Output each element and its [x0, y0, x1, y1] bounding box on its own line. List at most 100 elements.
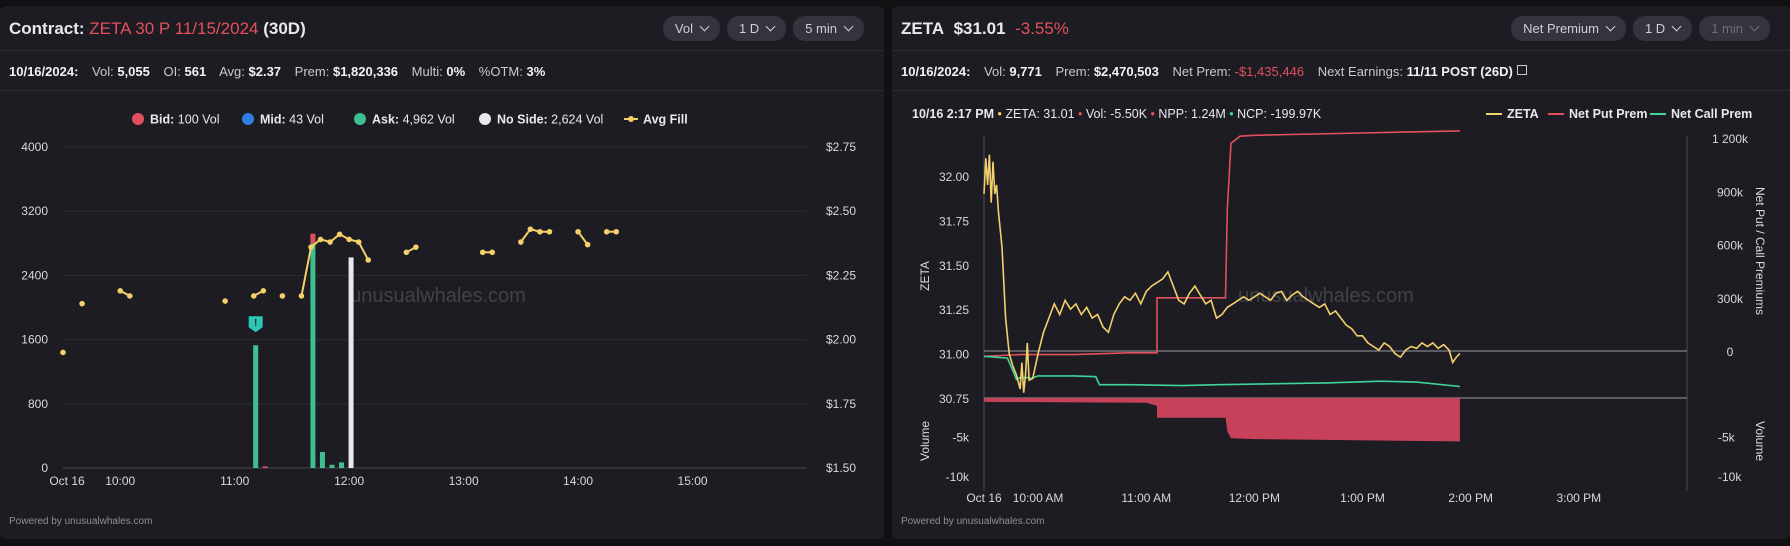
x-tick-label: Oct 16: [966, 491, 1002, 505]
avg-fill-point: [298, 293, 305, 299]
svg-text:Mid: 43 Vol: Mid: 43 Vol: [260, 113, 324, 127]
volume-tick-label: -5k: [952, 431, 970, 445]
zeta-price-line: [983, 154, 1461, 393]
contract-name[interactable]: ZETA 30 P 11/15/2024: [89, 19, 259, 38]
ticker-stats: 10/16/2024: Vol: 9,771 Prem: $2,470,503 …: [901, 64, 1547, 79]
legend-label-2: Net Call Prem: [1671, 107, 1752, 121]
volume-tick-label-right: -10k: [1718, 470, 1742, 484]
range-dropdown[interactable]: 1 D: [1632, 16, 1693, 41]
avg-fill-line: [520, 228, 550, 243]
avg-fill-point: [537, 228, 543, 235]
x-tick-label: 15:00: [678, 474, 708, 488]
net-put-prem-line: [983, 130, 1460, 358]
legend-item-0: Bid: 100 Vol: [132, 113, 220, 127]
ticker-title: ZETA $31.01 -3.55%: [901, 19, 1069, 39]
ticker-price: $31.01: [953, 19, 1006, 38]
avg-fill-point: [489, 249, 496, 256]
avg-fill-point: [365, 257, 372, 263]
x-tick-label: 12:00 PM: [1229, 491, 1280, 505]
metric-dropdown[interactable]: Vol: [662, 16, 720, 41]
y2-tick-label: $2.75: [826, 140, 856, 154]
y2-tick-label: $1.50: [826, 461, 856, 475]
x-tick-label: 11:00: [220, 474, 249, 488]
alert-marker-label: !: [254, 318, 257, 329]
avg-fill-point: [546, 228, 553, 235]
ticker-change: -3.55%: [1015, 19, 1069, 38]
x-tick-label: 14:00: [563, 474, 593, 488]
volume-axis-title: Volume: [918, 421, 932, 461]
chart-controls: Vol 1 D 5 min: [662, 16, 864, 41]
avg-fill-point: [413, 244, 419, 250]
ticker-header: ZETA $31.01 -3.55% Net Premium 1 D 1 min: [892, 6, 1790, 51]
chevron-down-icon: [843, 21, 854, 32]
avg-fill-point: [79, 300, 85, 307]
legend-item-2: Ask: 4,962 Vol: [354, 113, 455, 127]
volume-chart: Bid: 100 Vol Mid: 43 Vol Ask: 4,962 Vol No …: [21, 113, 856, 489]
y-tick-label: 4000: [21, 140, 48, 154]
volume-axis-title-right: Volume: [1753, 421, 1767, 461]
svg-text:Ask: 4,962 Vol: Ask: 4,962 Vol: [372, 113, 455, 127]
legend-label-0: ZETA: [1507, 107, 1539, 121]
avg-fill-point: [613, 228, 620, 235]
x-tick-label: Oct 16: [49, 474, 85, 488]
net-premium-panel: ZETA $31.01 -3.55% Net Premium 1 D 1 min…: [892, 6, 1790, 539]
range-dropdown[interactable]: 1 D: [726, 16, 787, 41]
avg-fill-point: [317, 236, 324, 243]
y-tick-label: 800: [28, 397, 48, 411]
ask-bar: [339, 462, 345, 468]
price-axis-title: ZETA: [918, 261, 932, 291]
avg-fill-point: [479, 249, 486, 256]
watermark: unusualwhales.com: [350, 285, 526, 307]
footer-credit: Powered by unusualwhales.com: [901, 516, 1045, 527]
x-tick-label: 1:00 PM: [1340, 491, 1385, 505]
x-tick-label: 13:00: [449, 474, 479, 488]
premium-tick-label: 900k: [1717, 185, 1744, 199]
ask-bar: [253, 345, 259, 468]
net-call-prem-line: [983, 355, 1460, 388]
avg-fill-point: [346, 236, 352, 243]
x-tick-label: 10:00: [105, 474, 135, 488]
x-tick-label: 12:00: [334, 474, 364, 488]
x-tick-label: 10:00 AM: [1013, 491, 1064, 505]
avg-fill-point: [355, 239, 362, 245]
chevron-down-icon: [765, 21, 776, 32]
alert-marker-icon: [248, 316, 263, 333]
price-tick-label: 31.00: [939, 348, 969, 362]
chevron-down-icon: [1749, 21, 1760, 32]
contract-title: Contract: ZETA 30 P 11/15/2024 (30D): [9, 19, 306, 39]
avg-fill-point: [527, 226, 534, 232]
y2-tick-label: $2.50: [826, 204, 856, 218]
premium-axis-title: Net Put / Call Premiums: [1753, 187, 1767, 315]
title-prefix: Contract:: [9, 19, 85, 38]
svg-text:Avg Fill: Avg Fill: [643, 113, 688, 127]
svg-text:No Side: 2,624 Vol: No Side: 2,624 Vol: [497, 113, 603, 127]
y2-tick-label: $1.75: [826, 397, 856, 411]
contract-panel: Contract: ZETA 30 P 11/15/2024 (30D) Vol…: [0, 6, 884, 539]
legend-item-4: Avg Fill: [624, 113, 688, 127]
premium-tick-label: 0: [1727, 345, 1734, 359]
y-tick-label: 0: [41, 461, 48, 475]
external-link-icon[interactable]: [1516, 65, 1527, 75]
bid-bar: [262, 466, 268, 468]
price-tick-label: 32.00: [939, 170, 969, 184]
y2-tick-label: $2.00: [826, 333, 856, 347]
avg-fill-point: [308, 244, 314, 250]
legend-item-3: No Side: 2,624 Vol: [479, 113, 603, 127]
chevron-down-icon: [699, 21, 710, 32]
y2-tick-label: $2.25: [826, 268, 856, 282]
watermark: unusualwhales.com: [1238, 285, 1414, 307]
avg-fill-point: [584, 241, 591, 248]
premium-tick-label: 600k: [1717, 239, 1744, 253]
interval-dropdown[interactable]: 5 min: [793, 16, 864, 41]
price-tick-label: 31.75: [939, 214, 969, 228]
x-tick-label: 2:00 PM: [1448, 491, 1493, 505]
bid-bar: [310, 233, 316, 244]
svg-text:Bid: 100 Vol: Bid: 100 Vol: [150, 113, 220, 127]
y-tick-label: 3200: [21, 204, 48, 218]
ask-bar: [319, 451, 325, 468]
avg-fill-point: [60, 349, 66, 356]
avg-fill-point: [279, 293, 286, 299]
price-tick-label: 31.25: [939, 303, 969, 317]
interval-dropdown[interactable]: 1 min: [1699, 16, 1770, 41]
metric-dropdown[interactable]: Net Premium: [1511, 16, 1626, 41]
